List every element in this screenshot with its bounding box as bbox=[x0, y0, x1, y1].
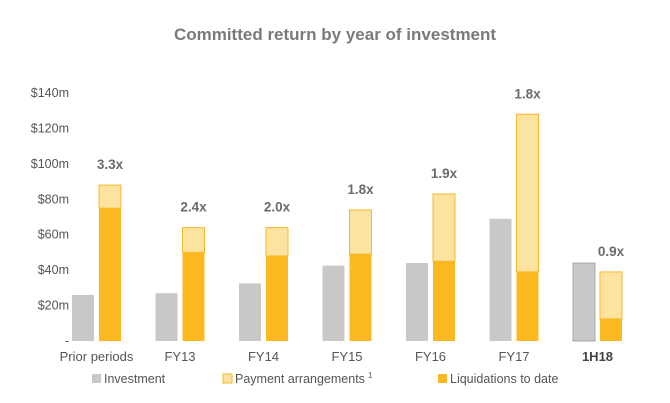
x-tick-label: 1H18 bbox=[582, 349, 613, 364]
y-tick-label: $60m bbox=[38, 228, 69, 242]
y-tick-label: $100m bbox=[31, 157, 69, 171]
y-tick-label: $40m bbox=[38, 263, 69, 277]
legend-label: Payment arrangements 1 bbox=[235, 371, 373, 386]
payment-arrangements-bar bbox=[98, 184, 122, 209]
multiple-label: 3.3x bbox=[97, 157, 124, 172]
multiple-label: 0.9x bbox=[598, 244, 625, 259]
investment-bar bbox=[155, 293, 178, 341]
liquidations-bar bbox=[516, 271, 539, 341]
legend-swatch bbox=[92, 374, 101, 383]
payment-arrangements-bar bbox=[265, 227, 289, 257]
y-tick-label: $140m bbox=[31, 86, 69, 100]
legend-label: Investment bbox=[104, 372, 166, 386]
multiple-label: 2.0x bbox=[264, 200, 291, 215]
investment-bar bbox=[406, 263, 428, 341]
liquidations-bar bbox=[99, 208, 121, 341]
x-tick-label: Prior periods bbox=[60, 349, 134, 364]
investment-bar bbox=[72, 294, 94, 341]
x-tick-label: FY15 bbox=[331, 349, 362, 364]
legend-label: Liquidations to date bbox=[450, 372, 558, 386]
investment-bar bbox=[322, 265, 345, 341]
y-tick-label: $120m bbox=[31, 121, 69, 135]
y-tick-label: $20m bbox=[38, 299, 69, 313]
chart-title: Committed return by year of investment bbox=[174, 25, 496, 44]
x-tick-label: FY14 bbox=[248, 349, 279, 364]
liquidations-bar bbox=[349, 254, 372, 341]
investment-bar bbox=[239, 283, 261, 341]
y-tick-label: - bbox=[65, 334, 69, 348]
investment-bar bbox=[572, 262, 596, 342]
legend-footnote-marker: 1 bbox=[368, 371, 373, 380]
liquidations-bar bbox=[266, 255, 288, 341]
y-tick-label: $80m bbox=[38, 192, 69, 206]
payment-arrangements-bar bbox=[432, 193, 456, 262]
payment-arrangements-bar bbox=[516, 113, 539, 273]
x-tick-label: FY13 bbox=[164, 349, 195, 364]
payment-arrangements-bar bbox=[349, 209, 372, 255]
payment-arrangements-bar bbox=[599, 271, 623, 320]
investment-bar bbox=[489, 218, 512, 341]
y-axis: - $20m $40m $60m $80m $100m $120m $140m bbox=[31, 86, 69, 348]
x-axis-labels: Prior periods FY13 FY14 FY15 FY16 FY17 1H18 bbox=[60, 349, 613, 364]
legend-swatch bbox=[222, 373, 233, 384]
legend-swatch bbox=[438, 374, 447, 383]
multiple-label: 1.9x bbox=[431, 166, 458, 181]
multiple-labels: 3.3x 2.4x 2.0x 1.8x 1.9x 1.8x 0.9x bbox=[97, 86, 625, 259]
legend: Investment Payment arrangements 1 Liquidati… bbox=[92, 371, 558, 386]
liquidations-bar bbox=[600, 318, 622, 341]
liquidations-bar bbox=[433, 261, 455, 341]
multiple-label: 1.8x bbox=[347, 182, 374, 197]
liquidations-bar bbox=[182, 252, 205, 341]
multiple-label: 2.4x bbox=[180, 200, 207, 215]
multiple-label: 1.8x bbox=[514, 86, 541, 101]
x-tick-label: FY17 bbox=[498, 349, 529, 364]
bars bbox=[72, 113, 623, 342]
payment-arrangements-bar bbox=[182, 227, 205, 253]
x-tick-label: FY16 bbox=[415, 349, 446, 364]
